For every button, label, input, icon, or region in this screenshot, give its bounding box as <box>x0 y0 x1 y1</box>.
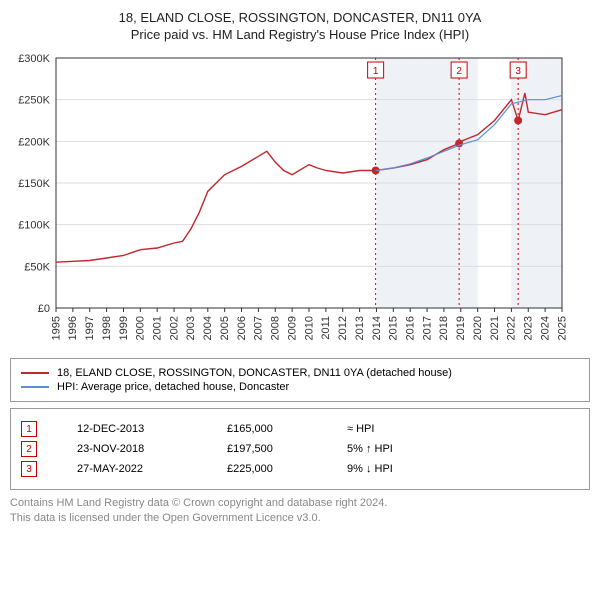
svg-text:2008: 2008 <box>270 316 282 340</box>
svg-text:2006: 2006 <box>236 316 248 340</box>
titles: 18, ELAND CLOSE, ROSSINGTON, DONCASTER, … <box>10 10 590 42</box>
legend-swatch <box>21 372 49 374</box>
svg-text:2023: 2023 <box>523 316 535 340</box>
sale-hpi-delta: 9% ↓ HPI <box>347 463 447 475</box>
svg-text:2013: 2013 <box>354 316 366 340</box>
svg-text:£200K: £200K <box>18 136 50 148</box>
svg-text:2020: 2020 <box>472 316 484 340</box>
sale-marker: 1 <box>21 421 37 437</box>
svg-text:2012: 2012 <box>337 316 349 340</box>
svg-text:2017: 2017 <box>421 316 433 340</box>
sale-price: £225,000 <box>227 463 307 475</box>
legend: 18, ELAND CLOSE, ROSSINGTON, DONCASTER, … <box>10 358 590 402</box>
svg-text:2011: 2011 <box>320 316 332 340</box>
chart-container: 18, ELAND CLOSE, ROSSINGTON, DONCASTER, … <box>10 10 590 527</box>
svg-text:1997: 1997 <box>84 316 96 340</box>
svg-text:2021: 2021 <box>489 316 501 340</box>
svg-text:2014: 2014 <box>371 316 383 340</box>
svg-text:2019: 2019 <box>455 316 467 340</box>
svg-text:2005: 2005 <box>219 316 231 340</box>
svg-text:£0: £0 <box>38 303 50 315</box>
sale-date: 23-NOV-2018 <box>77 443 187 455</box>
svg-text:2000: 2000 <box>135 316 147 340</box>
svg-text:£150K: £150K <box>18 178 50 190</box>
svg-text:3: 3 <box>515 66 521 77</box>
sale-date: 12-DEC-2013 <box>77 423 187 435</box>
svg-text:2004: 2004 <box>202 316 214 340</box>
svg-text:2001: 2001 <box>151 316 163 340</box>
sale-hpi-delta: 5% ↑ HPI <box>347 443 447 455</box>
legend-item: 18, ELAND CLOSE, ROSSINGTON, DONCASTER, … <box>21 367 579 379</box>
svg-text:2022: 2022 <box>506 316 518 340</box>
svg-text:2024: 2024 <box>539 316 551 340</box>
sale-price: £165,000 <box>227 423 307 435</box>
svg-text:1998: 1998 <box>101 316 113 340</box>
legend-swatch <box>21 386 49 388</box>
sale-price: £197,500 <box>227 443 307 455</box>
sale-date: 27-MAY-2022 <box>77 463 187 475</box>
footer: Contains HM Land Registry data © Crown c… <box>10 496 590 527</box>
svg-text:£250K: £250K <box>18 95 50 107</box>
svg-text:£50K: £50K <box>24 261 50 273</box>
svg-text:2: 2 <box>456 66 462 77</box>
svg-text:£100K: £100K <box>18 220 50 232</box>
svg-text:1999: 1999 <box>118 316 130 340</box>
footer-line2: This data is licensed under the Open Gov… <box>10 511 590 526</box>
title-main: 18, ELAND CLOSE, ROSSINGTON, DONCASTER, … <box>10 10 590 25</box>
svg-text:2010: 2010 <box>303 316 315 340</box>
sale-marker: 2 <box>21 441 37 457</box>
svg-text:1995: 1995 <box>50 316 62 340</box>
svg-text:1: 1 <box>373 66 379 77</box>
legend-label: HPI: Average price, detached house, Donc… <box>57 381 289 393</box>
legend-label: 18, ELAND CLOSE, ROSSINGTON, DONCASTER, … <box>57 367 452 379</box>
chart: £0 £50K £100K £150K £200K £250K £300K 1995 1996 1… <box>10 50 590 350</box>
svg-text:2007: 2007 <box>253 316 265 340</box>
svg-text:£300K: £300K <box>18 53 50 65</box>
footer-line1: Contains HM Land Registry data © Crown c… <box>10 496 590 511</box>
svg-text:2018: 2018 <box>438 316 450 340</box>
svg-text:2016: 2016 <box>405 316 417 340</box>
sales-table: 1 12-DEC-2013 £165,000 ≈ HPI 2 23-NOV-2018 £19… <box>10 408 590 490</box>
svg-text:2009: 2009 <box>286 316 298 340</box>
sale-hpi-delta: ≈ HPI <box>347 423 447 435</box>
svg-text:2015: 2015 <box>388 316 400 340</box>
sale-marker: 3 <box>21 461 37 477</box>
svg-text:2003: 2003 <box>185 316 197 340</box>
sale-row: 1 12-DEC-2013 £165,000 ≈ HPI <box>21 421 579 437</box>
line-chart-svg: £0 £50K £100K £150K £200K £250K £300K 1995 1996 1… <box>10 50 570 350</box>
sale-row: 2 23-NOV-2018 £197,500 5% ↑ HPI <box>21 441 579 457</box>
sale-row: 3 27-MAY-2022 £225,000 9% ↓ HPI <box>21 461 579 477</box>
legend-item: HPI: Average price, detached house, Donc… <box>21 381 579 393</box>
title-sub: Price paid vs. HM Land Registry's House … <box>10 27 590 42</box>
svg-text:2025: 2025 <box>556 316 568 340</box>
svg-text:2002: 2002 <box>168 316 180 340</box>
svg-text:1996: 1996 <box>67 316 79 340</box>
